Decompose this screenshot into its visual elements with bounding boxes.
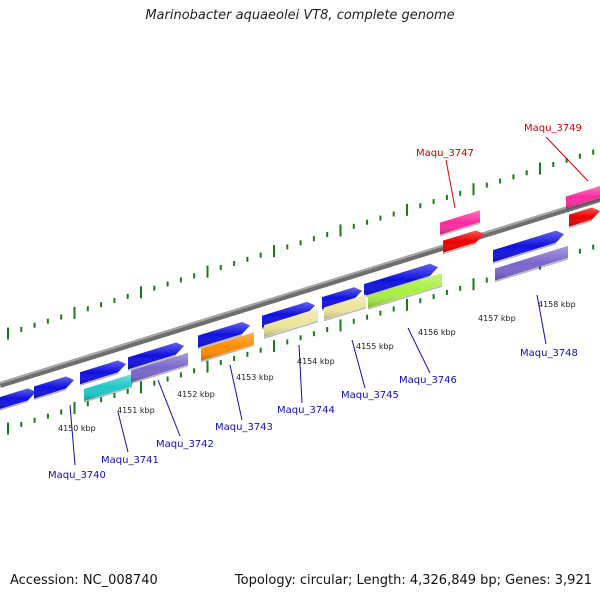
scale-label: 4155 kbp [356,342,394,351]
gene-arrow-purple-shadow [130,365,189,385]
scale-label: 4150 kbp [58,424,96,433]
gene-arrow-blue-shading [262,301,315,328]
gene-arrow-purple-shading [495,245,568,281]
gene-arrow-cyan-shading [84,374,132,401]
gene-arrow-pink-shading [566,186,600,209]
leader-line [536,294,547,345]
gene-arrow-red-shading [443,230,484,253]
scale-label: 4156 kbp [418,328,456,337]
gene-arrow-blue-shading [322,287,362,310]
map-title: Marinobacter aquaeolei VT8, complete gen… [145,8,455,23]
gene-label: Maqu_3740 [48,470,106,481]
label-leader-lines [69,136,589,466]
gene-arrow-khaki-shadow [263,320,319,339]
gene-arrow-red-shadow [442,242,477,255]
backbone-line [0,196,600,388]
leader-line [229,364,243,421]
gene-arrow-lime-shadow [367,285,443,310]
gene-arrow-blue-shading [34,376,74,399]
gene-label: Maqu_3747 [416,148,474,159]
gene-arrow-blue-shading [364,263,438,297]
leader-line [157,379,181,437]
genome-info-text: Topology: circular; Length: 4,326,849 bp… [234,573,592,588]
scale-label: 4158 kbp [538,300,576,309]
gene-label: Maqu_3745 [341,390,399,401]
leader-line [298,344,303,404]
gene-arrow-blue-shadow [33,388,67,401]
gene-arrow-pink-shadow [565,198,600,211]
gene-label: Maqu_3746 [399,375,457,386]
gene-arrow-blue-shading [80,360,126,385]
scale-labels: 4150 kbp 4151 kbp 4152 kbp 4153 kbp 4154 kbp… [58,300,576,433]
gene-label: Maqu_3743 [215,422,273,433]
backbone-highlight [0,196,600,384]
gene-arrow-blue-shadow [197,334,243,350]
gene-arrow-red-shading [569,207,600,227]
scale-label: 4157 kbp [478,314,516,323]
accession-text: Accession: NC_008740 [10,573,158,588]
gene-arrow-lime-shading [368,272,442,308]
leader-line [117,411,129,453]
gene-arrow-red-shadow [568,219,593,229]
gene-label: Maqu_3748 [520,348,578,359]
gene-arrow-orange-shading [201,332,254,361]
gene-arrow-blue-shadow [79,372,119,386]
gene-label: Maqu_3749 [524,123,582,134]
scale-label: 4152 kbp [177,390,215,399]
gene-arrow-purple-shadow [494,258,569,283]
gene-arrow-orange-shadow [200,344,255,363]
leader-line [351,339,366,389]
gene-arrow-khaki-shadow [323,306,367,322]
leader-line [407,327,431,374]
gene-features [0,186,600,411]
leader-line [445,159,456,209]
gene-arrow-blue-shadow [127,354,177,372]
scale-label: 4153 kbp [236,373,274,382]
gene-arrow-blue-shading [198,321,250,348]
gene-arrow-blue-shading [128,342,184,370]
gene-arrow-blue-shadow [0,400,29,411]
gene-label: Maqu_3744 [277,405,335,416]
gene-arrow-khaki-shading [324,294,366,320]
gene-arrow-blue-shadow [492,242,557,264]
gene-label: Maqu_3741 [101,455,159,466]
gene-arrow-khaki-shading [264,308,318,338]
scale-ticks-upper [7,149,595,340]
scale-label: 4151 kbp [117,406,155,415]
leader-line [69,404,76,466]
scale-label: 4154 kbp [297,357,335,366]
gene-arrow-cyan-shadow [83,386,133,403]
gene-arrow-pink-shadow [439,222,481,237]
gene-arrow-blue-shading [0,388,36,409]
gene-arrow-blue-shading [493,230,564,263]
leader-line [545,136,589,182]
gene-label: Maqu_3742 [156,439,214,450]
gene-arrow-pink-shading [440,210,480,235]
gene-arrow-purple-shading [131,352,188,383]
genome-backbone [0,196,600,388]
